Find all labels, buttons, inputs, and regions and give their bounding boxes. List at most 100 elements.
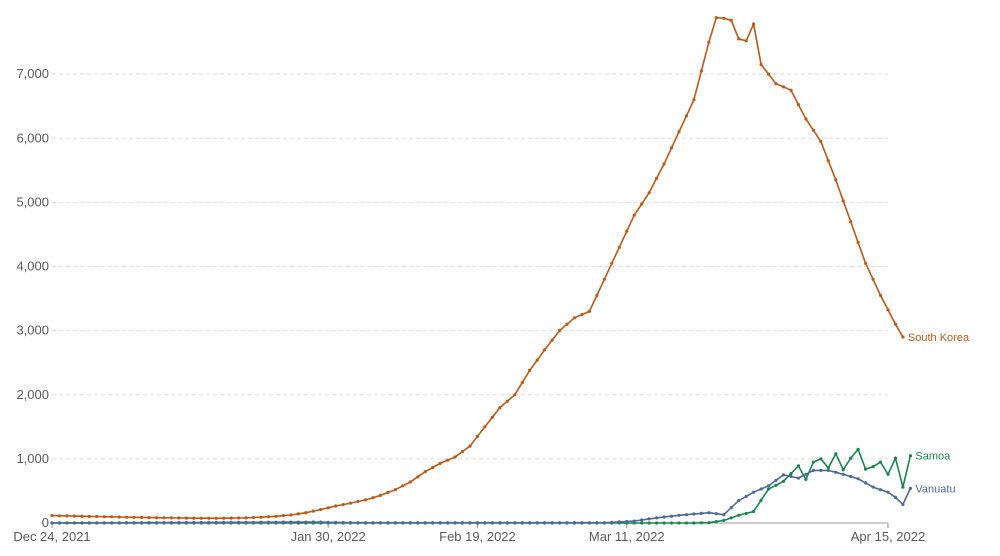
data-point [744, 39, 748, 43]
data-point [826, 466, 830, 470]
y-tick-label: 6,000 [16, 130, 49, 145]
data-point [804, 117, 808, 121]
data-point [752, 22, 756, 26]
data-point [878, 460, 883, 464]
data-point [572, 316, 577, 320]
data-point [192, 516, 196, 520]
data-point [453, 455, 457, 459]
data-point [543, 521, 547, 525]
data-point [796, 103, 801, 107]
data-point [669, 146, 674, 150]
data-point [826, 159, 830, 163]
data-point [520, 381, 524, 385]
data-point [595, 293, 599, 297]
data-point [640, 518, 644, 522]
data-point [908, 454, 913, 458]
data-point [864, 467, 868, 471]
data-point [475, 521, 480, 525]
data-point [505, 521, 509, 525]
data-point [856, 447, 860, 451]
data-point [513, 393, 517, 397]
data-point [662, 521, 666, 525]
data-point [893, 322, 898, 326]
data-point [349, 501, 353, 505]
data-point [878, 293, 883, 297]
data-point [132, 515, 136, 519]
data-point [699, 521, 704, 525]
data-point [475, 434, 480, 438]
data-point [311, 520, 315, 524]
data-point [110, 515, 114, 519]
data-point [729, 516, 733, 520]
data-point [393, 488, 397, 492]
data-point [789, 472, 793, 476]
data-point [729, 18, 733, 22]
data-point [901, 502, 905, 506]
data-point [558, 521, 562, 525]
data-point [177, 516, 181, 520]
data-point [266, 515, 271, 519]
data-point [117, 515, 121, 519]
data-point [229, 520, 233, 524]
data-point [572, 521, 577, 525]
data-point [251, 520, 256, 524]
series-vanuatu [50, 468, 913, 525]
data-point [177, 520, 181, 525]
data-point [431, 521, 435, 525]
data-point [714, 16, 718, 20]
data-point [565, 322, 569, 326]
data-point [655, 521, 659, 525]
data-point [184, 516, 188, 520]
data-point [550, 521, 554, 525]
data-point [468, 521, 472, 525]
data-point [610, 520, 614, 524]
data-point [401, 484, 405, 488]
data-point [640, 202, 644, 206]
data-point [856, 477, 860, 481]
data-point [296, 512, 300, 516]
data-point [341, 520, 345, 525]
data-point [363, 498, 368, 502]
data-point [326, 520, 330, 524]
data-point [199, 520, 203, 525]
data-point [214, 516, 218, 520]
data-point [722, 16, 726, 20]
data-point [580, 313, 584, 317]
data-point [617, 245, 621, 249]
series-label-south-korea: South Korea [908, 332, 970, 344]
data-point [789, 88, 793, 92]
y-tick-label: 7,000 [16, 66, 49, 81]
data-point [117, 521, 121, 525]
data-point [826, 468, 830, 472]
data-point [535, 358, 539, 362]
data-point [655, 176, 659, 180]
data-point [453, 521, 457, 525]
data-point [871, 277, 875, 281]
data-point [849, 220, 853, 224]
data-point [901, 485, 905, 489]
y-tick-label: 5,000 [16, 194, 49, 209]
data-point [781, 85, 786, 89]
data-point [528, 368, 532, 372]
data-point [528, 521, 532, 525]
data-point [102, 521, 106, 525]
data-point [169, 516, 173, 520]
data-point [65, 514, 69, 518]
data-point [714, 512, 718, 516]
data-point [886, 308, 890, 312]
data-point [692, 512, 696, 516]
data-point [371, 521, 375, 525]
data-point [692, 98, 696, 102]
data-point [65, 521, 69, 525]
data-point [513, 521, 517, 525]
data-point [110, 521, 114, 525]
data-point [632, 519, 636, 523]
data-point [244, 520, 248, 524]
data-point [363, 521, 368, 525]
data-point [647, 191, 651, 195]
data-point [125, 521, 129, 525]
data-point [140, 515, 144, 520]
x-tick-label: Mar 11, 2022 [589, 529, 665, 544]
data-point [438, 521, 442, 525]
data-point [214, 520, 218, 525]
